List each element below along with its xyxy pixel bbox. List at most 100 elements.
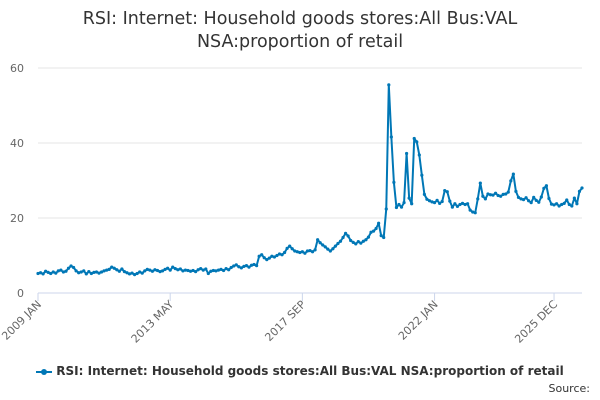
data-point	[493, 191, 498, 195]
data-point	[511, 172, 515, 176]
data-point	[295, 250, 299, 254]
legend-series-label: RSI: Internet: Household goods stores:Al…	[56, 364, 564, 378]
y-tick-label-40: 40	[10, 137, 24, 150]
data-point	[107, 267, 111, 271]
data-point	[247, 265, 251, 269]
data-point	[483, 197, 487, 201]
data-point	[46, 270, 50, 274]
data-point	[206, 271, 210, 276]
data-point	[346, 234, 350, 238]
y-tick-label-20: 20	[10, 212, 24, 225]
data-point	[214, 269, 218, 273]
data-point	[552, 203, 556, 207]
data-point	[219, 267, 223, 271]
data-point	[171, 265, 175, 269]
x-tick-label-1: 2013 MAY	[129, 298, 177, 346]
data-point	[71, 265, 76, 270]
data-point	[196, 268, 200, 272]
data-point	[463, 202, 467, 207]
data-point	[547, 196, 551, 201]
data-point	[415, 140, 419, 144]
data-point	[425, 197, 429, 201]
data-point	[310, 250, 315, 254]
data-point	[351, 240, 355, 244]
data-point	[308, 249, 312, 253]
data-point	[394, 205, 399, 210]
data-point	[422, 192, 426, 196]
data-point	[529, 201, 533, 205]
data-point	[255, 264, 259, 268]
data-point	[509, 179, 513, 183]
data-point	[537, 200, 541, 204]
x-tick-label-2: 2017 SEP	[262, 298, 308, 344]
data-point	[168, 268, 172, 272]
data-point	[293, 249, 297, 253]
data-point	[115, 268, 119, 272]
data-point	[432, 201, 437, 205]
data-point	[298, 250, 302, 255]
data-point	[527, 199, 531, 203]
data-point	[97, 271, 101, 275]
data-point	[199, 267, 203, 271]
data-point	[321, 243, 325, 247]
data-point	[387, 83, 391, 87]
data-point	[44, 269, 48, 273]
data-point	[89, 271, 93, 276]
data-point	[249, 263, 254, 267]
data-point	[491, 193, 495, 197]
data-point	[466, 202, 470, 206]
data-point	[468, 208, 472, 212]
legend[interactable]: RSI: Internet: Household goods stores:Al…	[0, 364, 600, 378]
data-point	[125, 271, 129, 275]
data-point	[105, 268, 109, 272]
data-point	[173, 267, 177, 271]
data-point	[262, 256, 266, 260]
data-point	[438, 201, 442, 205]
data-point	[74, 269, 78, 273]
data-point	[455, 204, 460, 208]
data-point	[92, 270, 96, 274]
data-point	[290, 247, 294, 251]
data-point	[417, 153, 421, 157]
data-point	[82, 269, 86, 273]
data-point	[328, 249, 332, 253]
data-point	[178, 267, 182, 271]
data-point	[252, 262, 256, 267]
data-point	[476, 197, 480, 201]
data-point	[38, 271, 43, 275]
data-point	[221, 268, 226, 273]
data-point	[420, 173, 424, 177]
data-point	[272, 255, 277, 259]
data-point	[354, 242, 358, 246]
data-point	[371, 229, 376, 233]
data-point	[336, 241, 340, 246]
data-point	[260, 253, 264, 257]
data-point	[488, 193, 493, 197]
data-point	[176, 268, 180, 272]
x-tick-label-3: 2022 JAN	[396, 298, 441, 343]
data-point	[303, 251, 307, 255]
data-point	[504, 192, 508, 196]
data-point	[471, 210, 475, 214]
data-point	[153, 268, 157, 272]
data-point	[384, 207, 388, 211]
data-point	[473, 211, 477, 215]
data-point	[430, 200, 434, 204]
data-point	[300, 250, 304, 254]
data-point	[117, 269, 121, 273]
data-point	[150, 269, 154, 273]
data-point	[486, 192, 490, 196]
data-point	[501, 192, 505, 196]
data-point	[148, 268, 152, 272]
data-point	[570, 204, 574, 208]
data-point	[66, 266, 71, 270]
data-point	[130, 271, 134, 275]
data-point	[112, 266, 116, 270]
data-point	[572, 196, 576, 200]
data-point	[237, 265, 241, 269]
x-tick-label-4: 2025 DEC	[512, 298, 560, 346]
data-point	[94, 270, 99, 274]
data-point	[77, 271, 81, 275]
x-axis: 2009 JAN 2013 MAY 2017 SEP 2022 JAN 2025 DEC	[0, 292, 582, 346]
data-point	[458, 202, 462, 207]
